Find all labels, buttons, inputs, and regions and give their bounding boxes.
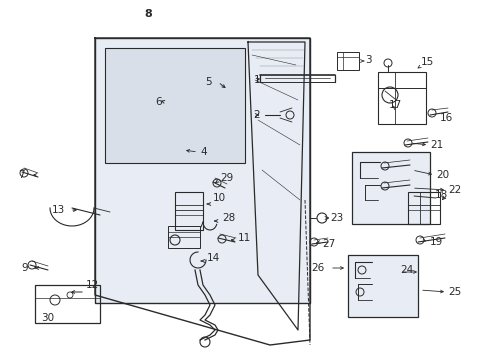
Text: 12: 12 (85, 280, 99, 290)
Bar (377, 72, 425, 124)
Text: 24: 24 (399, 265, 412, 275)
Text: 29: 29 (220, 173, 233, 183)
Text: 30: 30 (41, 313, 55, 323)
Text: 15: 15 (420, 57, 433, 67)
Bar (407, 192, 439, 224)
Text: 18: 18 (434, 190, 447, 200)
Text: 27: 27 (321, 239, 335, 249)
Text: 20: 20 (435, 170, 448, 180)
Text: 21: 21 (429, 140, 442, 150)
Text: 28: 28 (222, 213, 235, 223)
Text: 17: 17 (387, 100, 401, 110)
Text: 13: 13 (52, 205, 65, 215)
Text: 5: 5 (205, 77, 212, 87)
Text: 16: 16 (439, 113, 452, 123)
Text: 10: 10 (213, 193, 225, 203)
Bar (35, 285, 100, 323)
Bar (347, 255, 417, 317)
Text: 8: 8 (144, 9, 152, 19)
Text: 23: 23 (329, 213, 343, 223)
Text: 11: 11 (238, 233, 251, 243)
Text: 7: 7 (18, 170, 24, 180)
Bar (336, 52, 358, 70)
Text: 14: 14 (206, 253, 220, 263)
Text: 1: 1 (253, 75, 260, 85)
Text: 9: 9 (21, 263, 28, 273)
Text: 6: 6 (155, 97, 162, 107)
Bar (175, 192, 203, 230)
Bar (95, 38, 309, 303)
Bar (105, 48, 244, 163)
Text: 25: 25 (447, 287, 460, 297)
Text: 19: 19 (429, 237, 442, 247)
Text: 26: 26 (311, 263, 325, 273)
Bar (168, 226, 200, 248)
Text: 4: 4 (200, 147, 206, 157)
Text: 2: 2 (253, 110, 260, 120)
Text: 3: 3 (364, 55, 371, 65)
Text: 22: 22 (447, 185, 460, 195)
Bar (351, 152, 429, 224)
